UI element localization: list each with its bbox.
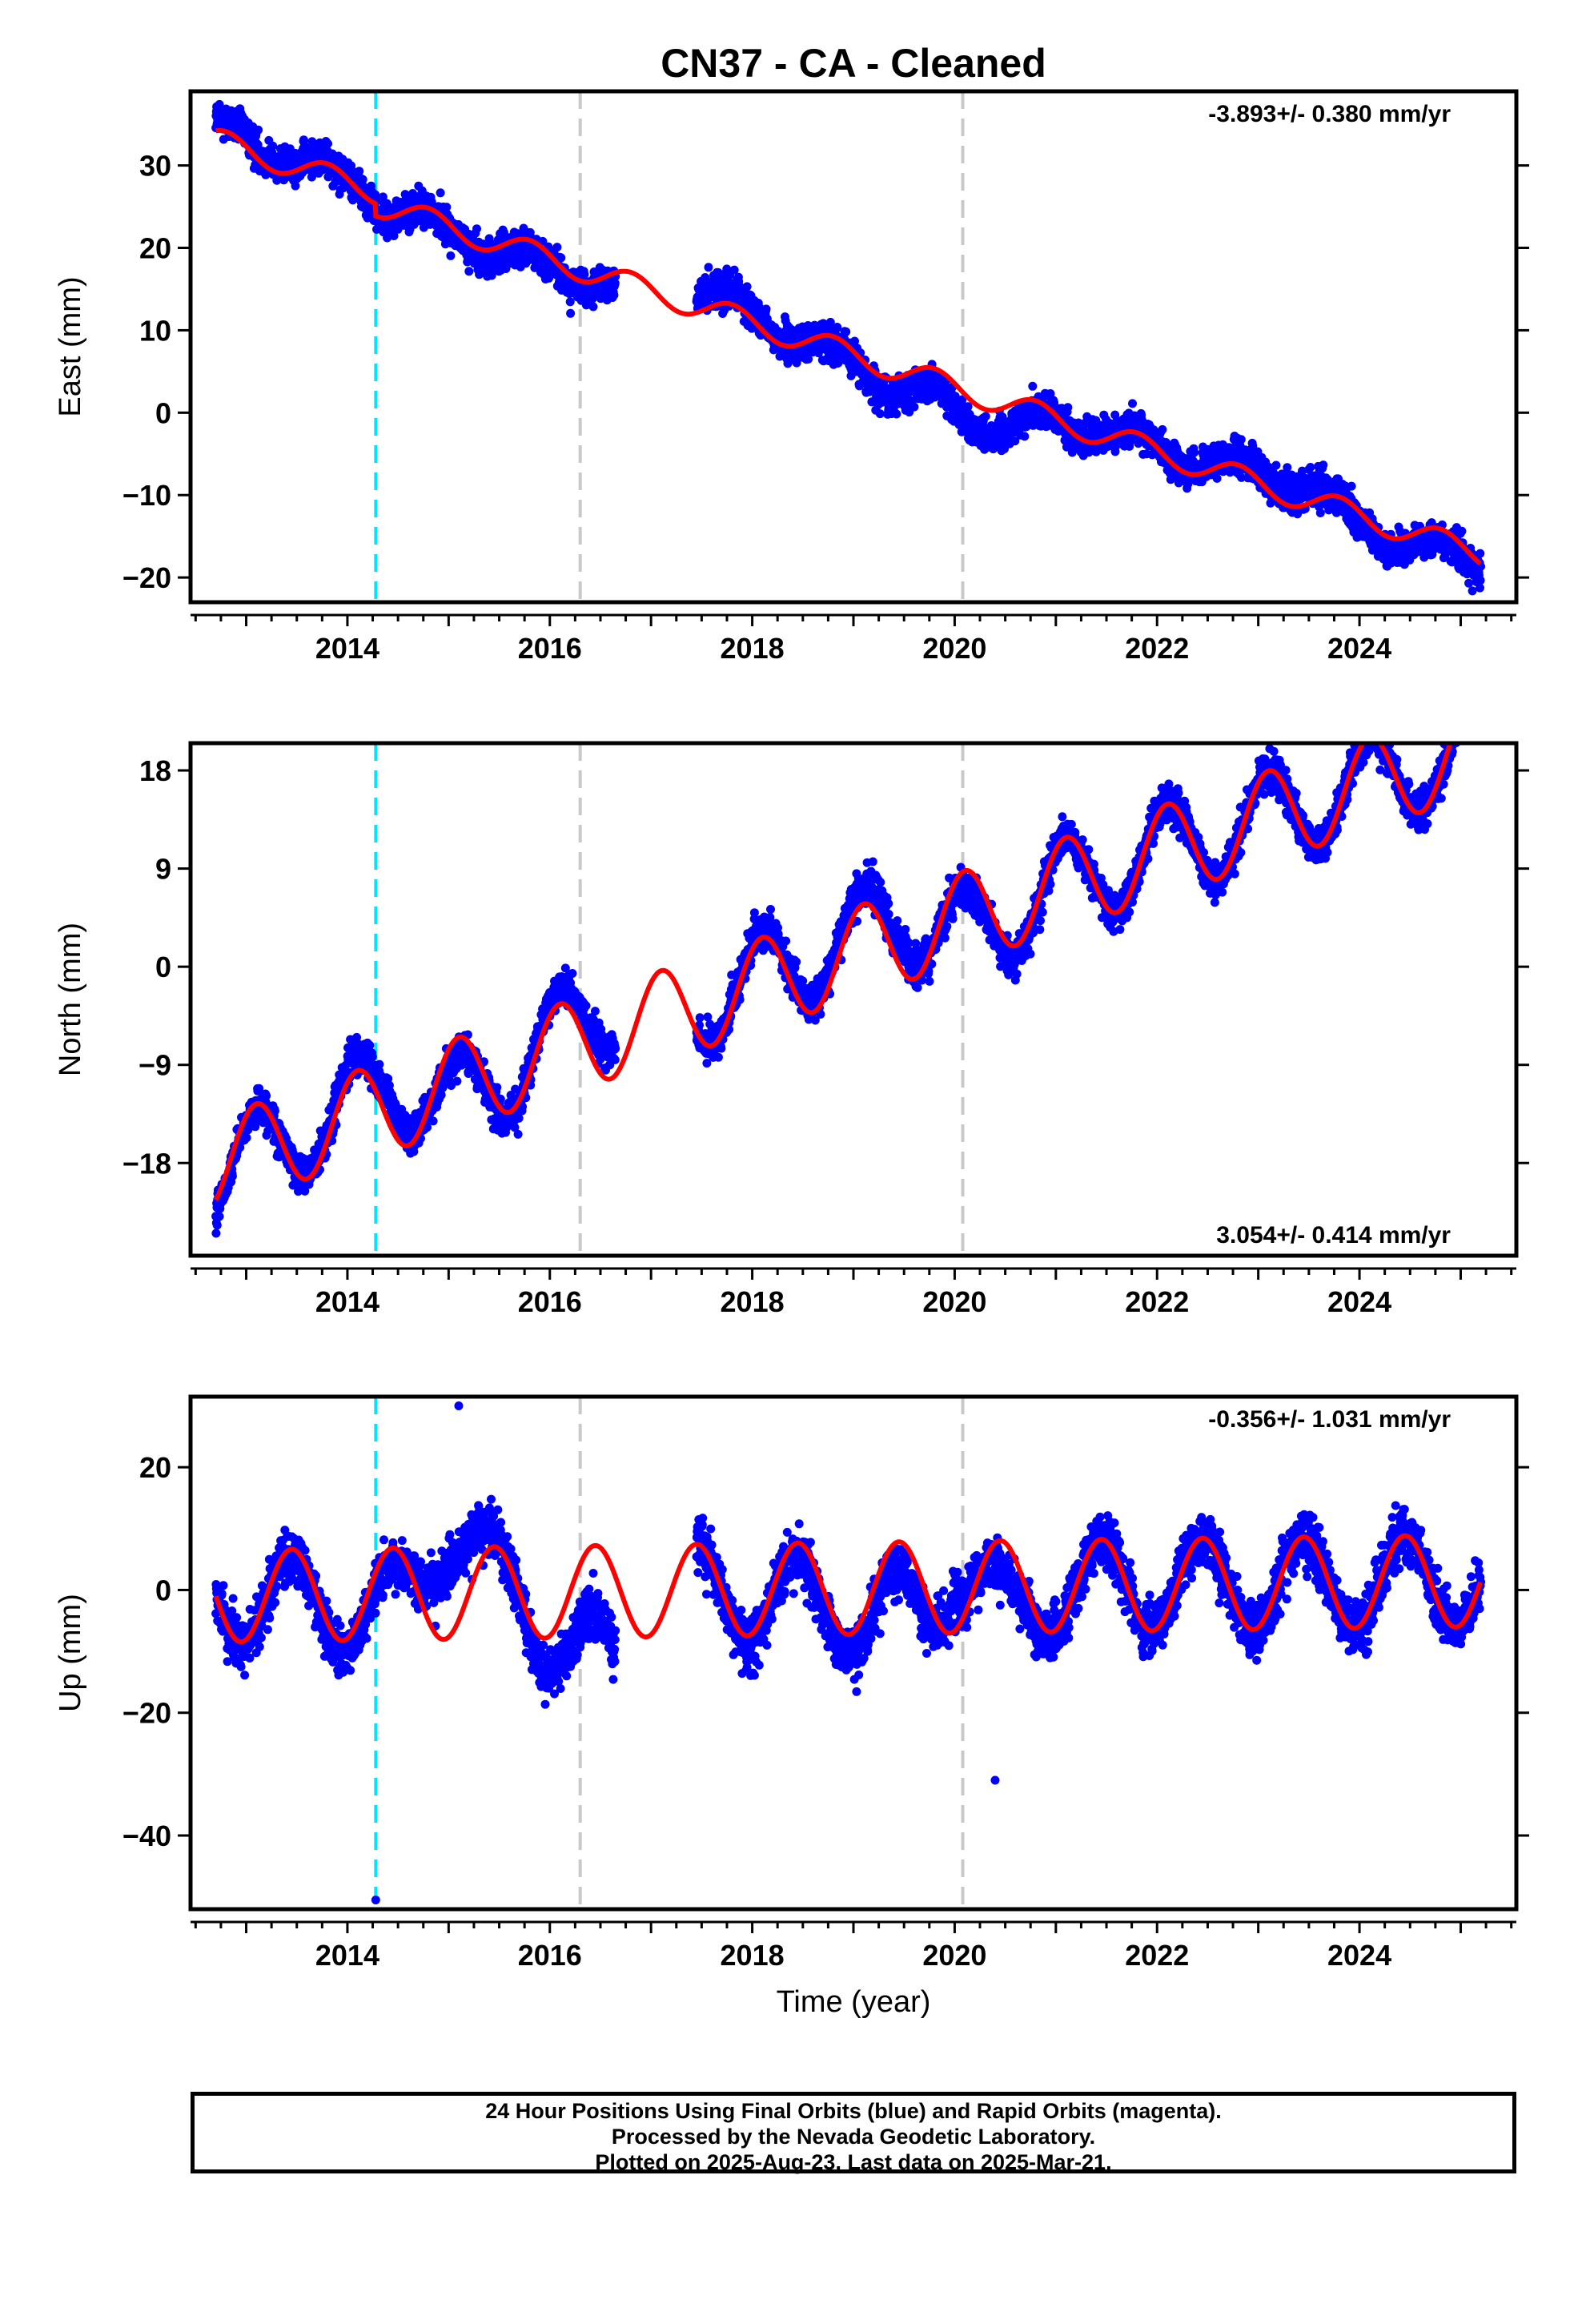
data-point — [1464, 578, 1474, 588]
data-point — [1028, 381, 1038, 391]
data-point — [268, 141, 278, 151]
data-point — [1158, 424, 1167, 434]
y-tick-label: −20 — [122, 561, 171, 594]
data-point — [729, 265, 739, 275]
x-tick-label: 2024 — [1327, 632, 1391, 665]
data-point — [552, 243, 562, 252]
data-point — [1236, 435, 1246, 444]
data-point — [610, 279, 620, 288]
data-point — [291, 181, 300, 191]
x-tick-label: 2016 — [518, 632, 582, 665]
data-point — [375, 1059, 384, 1069]
data-point — [299, 135, 308, 145]
y-tick-label: 20 — [139, 232, 171, 265]
data-point — [1010, 436, 1020, 446]
data-point — [1319, 460, 1328, 470]
data-point — [981, 412, 990, 421]
x-tick-label: 2022 — [1125, 632, 1189, 665]
data-point — [211, 1228, 221, 1238]
data-point — [761, 304, 771, 314]
data-point — [1020, 432, 1030, 441]
data-point — [1468, 586, 1477, 596]
data-point — [998, 412, 1007, 422]
data-point — [254, 125, 263, 135]
data-point — [565, 297, 575, 307]
y-tick-label: 10 — [139, 314, 171, 347]
data-point — [355, 167, 364, 176]
data-point — [580, 270, 589, 279]
data-point — [1271, 460, 1281, 470]
data-point — [1212, 473, 1222, 483]
x-tick-label: 2020 — [922, 632, 986, 665]
data-point — [1347, 481, 1356, 491]
y-tick-label: −10 — [122, 479, 171, 512]
data-point — [850, 336, 859, 346]
data-point — [1063, 403, 1073, 412]
data-point — [339, 183, 348, 193]
y-tick-label: 30 — [139, 150, 171, 183]
data-point — [227, 1172, 237, 1181]
data-point — [446, 251, 456, 260]
data-point — [367, 1052, 377, 1061]
data-point — [1476, 583, 1484, 593]
data-point — [212, 1220, 222, 1230]
data-point — [436, 188, 445, 198]
data-point — [609, 291, 619, 300]
data-point — [215, 1212, 224, 1221]
north-data-points — [211, 743, 1461, 1238]
data-point — [1283, 463, 1292, 472]
data-point — [588, 302, 598, 312]
data-point — [833, 323, 842, 332]
data-point — [323, 139, 332, 148]
data-point — [242, 1133, 251, 1143]
data-point — [472, 224, 481, 234]
data-point — [704, 263, 713, 272]
data-point — [841, 327, 851, 336]
data-point — [875, 409, 885, 419]
data-point — [442, 203, 452, 212]
data-point — [1476, 576, 1485, 585]
data-point — [892, 409, 901, 419]
data-point — [1128, 399, 1137, 408]
data-point — [1476, 549, 1485, 558]
data-point — [909, 402, 919, 412]
chart-title: CN37 - CA - Cleaned — [661, 41, 1046, 86]
east-rate-label: -3.893+/- 0.380 mm/yr — [1208, 101, 1451, 127]
panel-east: 30 20 10 0 −10 −20 2014 2016 2018 2020 2022 2024 Eas… — [54, 89, 1529, 665]
data-point — [378, 192, 387, 202]
x-tick-label: 2018 — [721, 632, 785, 665]
data-point — [963, 402, 973, 412]
data-point — [566, 308, 576, 318]
data-point — [556, 253, 566, 263]
y-tick-label: 0 — [155, 396, 171, 429]
data-point — [1315, 509, 1325, 517]
data-point — [365, 1040, 375, 1050]
data-point — [742, 282, 752, 292]
east-y-axis-label: East (mm) — [54, 276, 87, 416]
data-point — [1457, 526, 1467, 536]
data-point — [262, 1091, 271, 1100]
data-point — [1190, 448, 1199, 457]
x-tick-label: 2014 — [315, 632, 379, 665]
data-point — [464, 267, 474, 276]
data-point — [358, 175, 367, 184]
data-point — [825, 317, 835, 327]
data-point — [1306, 463, 1315, 472]
